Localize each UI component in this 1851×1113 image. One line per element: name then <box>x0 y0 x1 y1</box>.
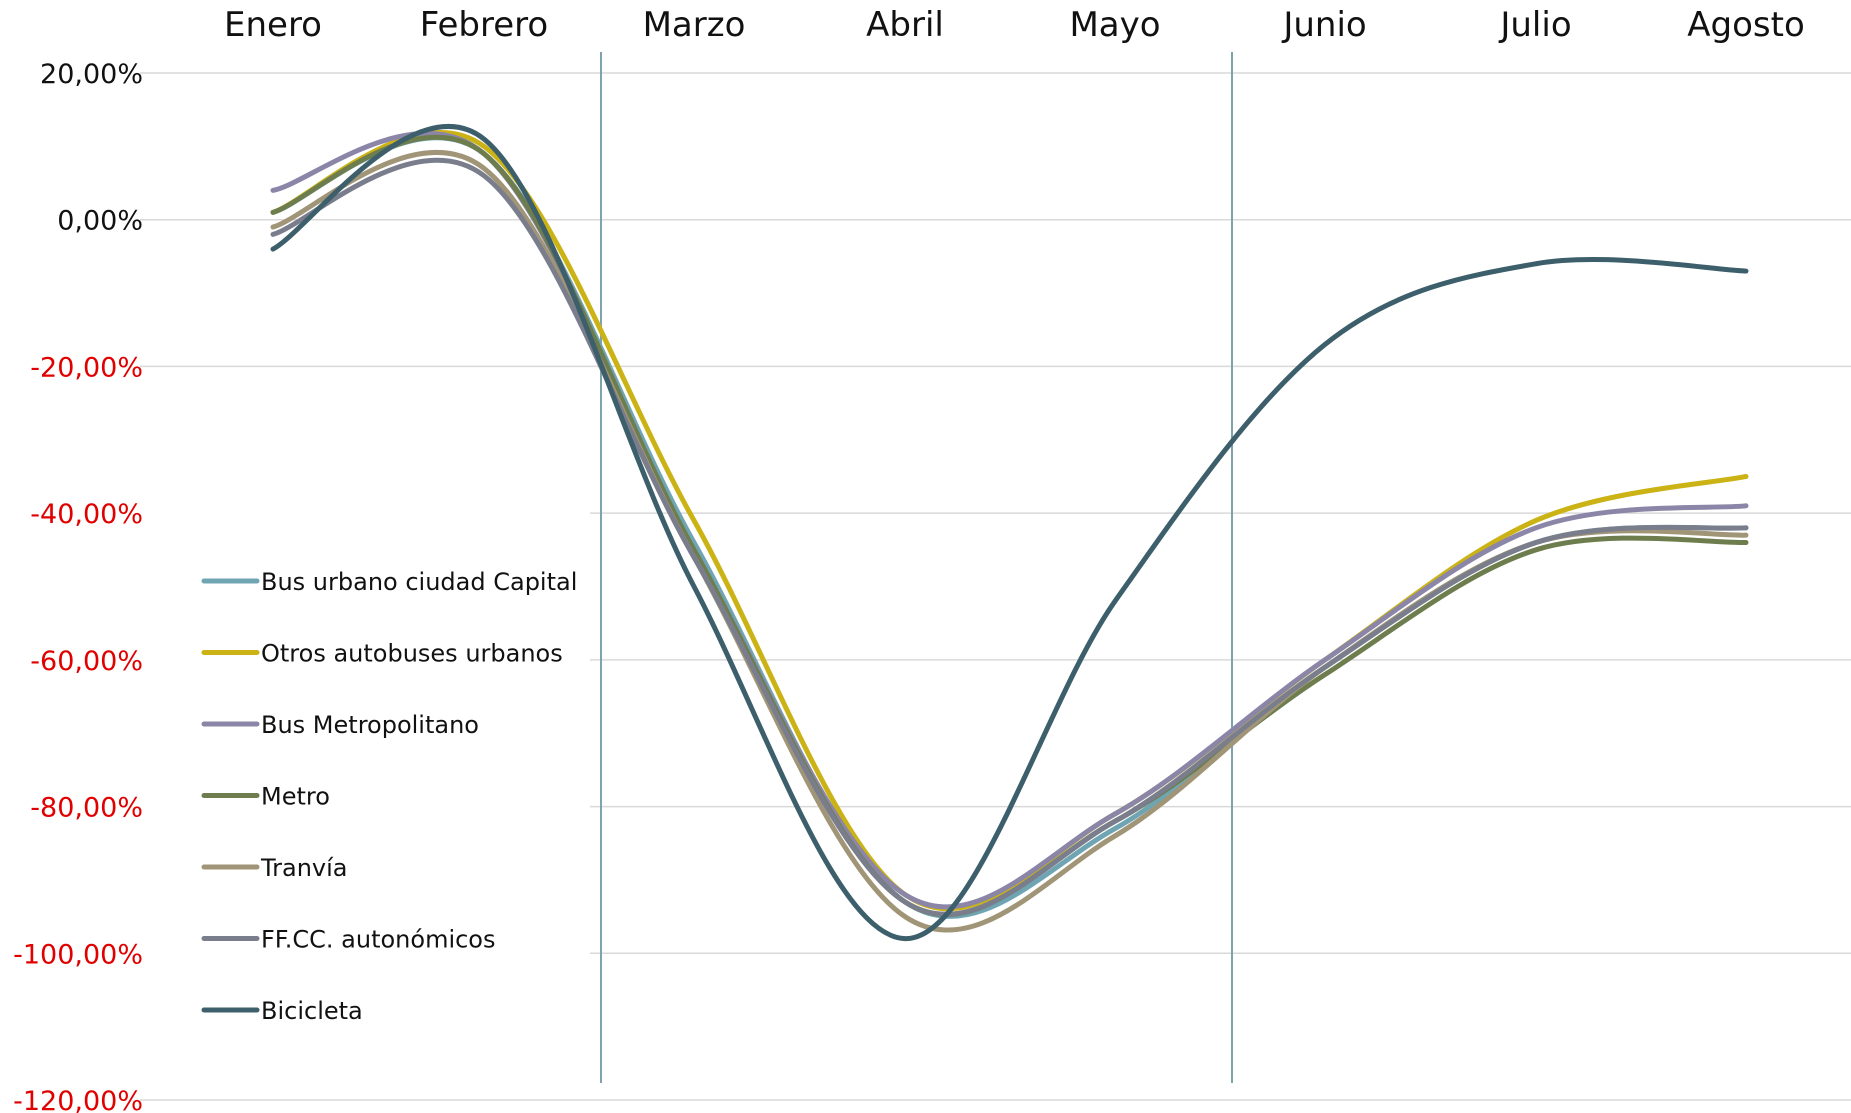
y-tick-label: -40,00% <box>30 499 143 530</box>
y-axis-ticks: 20,00% 0,00% -20,00% -40,00% -60,00% -80,00% -… <box>13 59 143 1113</box>
series-line <box>270 130 1749 910</box>
month-label: Enero <box>224 5 322 45</box>
y-tick-label: -120,00% <box>13 1086 143 1113</box>
legend-label: Bus Metropolitano <box>261 711 479 739</box>
legend-label: Bus urbano ciudad Capital <box>261 568 577 596</box>
legend: Bus urbano ciudad Capital Otros autobuses… <box>201 568 577 1025</box>
legend-label: Otros autobuses urbanos <box>261 640 563 668</box>
y-tick-label: -60,00% <box>30 646 143 677</box>
month-label: Marzo <box>643 5 746 45</box>
legend-label: Tranvía <box>260 854 348 882</box>
month-marker-lines <box>600 52 1233 1083</box>
y-tick-label: -100,00% <box>13 939 143 970</box>
month-label: Mayo <box>1069 5 1160 45</box>
series-line <box>270 157 1749 917</box>
month-label: Junio <box>1281 5 1366 45</box>
month-label: Febrero <box>420 5 548 45</box>
month-label: Abril <box>866 5 944 45</box>
legend-label: Bicicleta <box>261 997 363 1025</box>
month-labels: Enero Febrero Marzo Abril Mayo Junio Julio Agos… <box>224 5 1805 45</box>
y-tick-label: 20,00% <box>40 59 143 90</box>
series-line <box>270 130 1749 912</box>
month-label: Agosto <box>1687 5 1805 45</box>
series-line <box>270 123 1749 942</box>
y-tick-label: 0,00% <box>57 206 143 237</box>
month-label: Julio <box>1498 5 1571 45</box>
legend-label: Metro <box>261 783 330 811</box>
y-tick-label: -80,00% <box>30 793 143 824</box>
legend-label: FF.CC. autonómicos <box>261 926 496 954</box>
series-lines <box>270 123 1749 942</box>
gridlines <box>140 72 1851 1101</box>
y-tick-label: -20,00% <box>30 352 143 383</box>
